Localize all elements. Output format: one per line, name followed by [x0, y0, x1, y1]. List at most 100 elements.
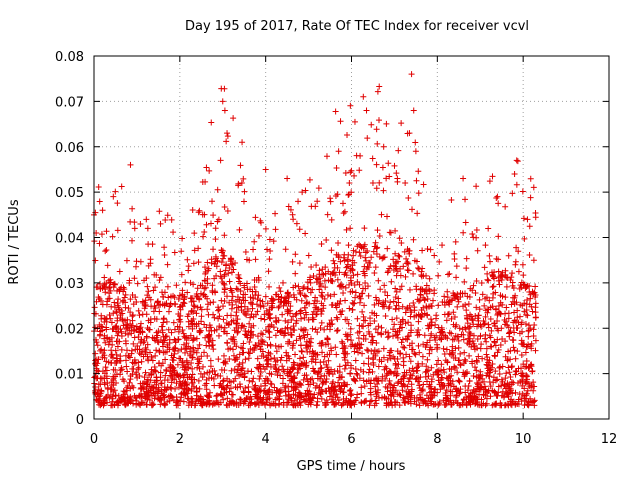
data-point	[473, 367, 480, 374]
data-point	[137, 258, 144, 265]
data-point	[351, 172, 358, 179]
data-point	[171, 300, 178, 307]
data-point	[369, 155, 376, 162]
data-point	[333, 390, 340, 397]
data-point	[266, 256, 273, 263]
data-point	[496, 364, 503, 371]
data-point	[438, 361, 445, 368]
data-point	[193, 335, 200, 342]
data-point	[514, 307, 521, 314]
data-point	[191, 230, 198, 237]
data-point	[365, 361, 372, 368]
data-point	[207, 363, 214, 370]
data-point	[470, 282, 477, 289]
data-point	[372, 239, 379, 246]
data-point	[334, 276, 341, 283]
data-point	[272, 368, 279, 375]
data-point	[359, 350, 366, 357]
data-point	[391, 162, 398, 169]
data-point	[509, 398, 516, 405]
data-point	[346, 305, 353, 312]
data-point	[444, 288, 451, 295]
data-point	[318, 342, 325, 349]
data-point	[481, 264, 488, 271]
data-point	[461, 349, 468, 356]
data-point	[243, 395, 250, 402]
data-point	[260, 353, 267, 360]
data-point	[405, 194, 412, 201]
data-point	[190, 260, 197, 267]
data-point	[372, 264, 379, 271]
data-point	[130, 312, 137, 319]
data-point	[156, 277, 163, 284]
data-point	[243, 331, 250, 338]
data-point	[519, 390, 526, 397]
data-point	[518, 319, 525, 326]
data-point	[244, 368, 251, 375]
data-point	[445, 271, 452, 278]
data-point	[378, 211, 385, 218]
data-point	[118, 346, 125, 353]
data-point	[178, 248, 185, 255]
data-point	[412, 351, 419, 358]
data-point	[531, 321, 538, 328]
data-point	[98, 346, 105, 353]
y-tick-label: 0.07	[55, 95, 84, 110]
data-point	[139, 348, 146, 355]
data-point	[263, 357, 270, 364]
data-point	[431, 252, 438, 259]
data-point	[322, 284, 329, 291]
data-point	[318, 292, 325, 299]
data-point	[182, 279, 189, 286]
data-point	[292, 270, 299, 277]
data-point	[439, 242, 446, 249]
data-point	[195, 259, 202, 266]
data-point	[427, 316, 434, 323]
data-point	[334, 264, 341, 271]
data-point	[238, 324, 245, 331]
data-point	[485, 225, 492, 232]
data-point	[375, 117, 382, 124]
data-point	[443, 386, 450, 393]
data-point	[360, 335, 367, 342]
data-point	[234, 316, 241, 323]
data-point	[364, 263, 371, 270]
data-point	[288, 383, 295, 390]
data-point	[196, 207, 203, 214]
data-point	[168, 329, 175, 336]
data-point	[327, 195, 334, 202]
data-point	[530, 326, 537, 333]
data-point	[313, 402, 320, 409]
data-point	[138, 358, 145, 365]
data-point	[127, 296, 134, 303]
data-point	[460, 175, 467, 182]
data-point	[285, 383, 292, 390]
data-point	[324, 292, 331, 299]
data-point	[237, 162, 244, 169]
data-point	[204, 295, 211, 302]
data-point	[297, 399, 304, 406]
data-point	[376, 233, 383, 240]
data-point	[377, 286, 384, 293]
data-point	[464, 320, 471, 327]
data-point	[160, 316, 167, 323]
data-point	[386, 303, 393, 310]
data-point	[318, 395, 325, 402]
data-point	[231, 366, 238, 373]
data-point	[180, 299, 187, 306]
data-point	[508, 274, 515, 281]
data-point	[380, 143, 387, 150]
data-point	[465, 382, 472, 389]
data-point	[257, 372, 264, 379]
data-point	[245, 384, 252, 391]
data-point	[396, 253, 403, 260]
data-point	[395, 379, 402, 386]
data-point	[471, 364, 478, 371]
data-point	[388, 278, 395, 285]
data-point	[451, 313, 458, 320]
data-point	[228, 269, 235, 276]
data-point	[350, 252, 357, 259]
data-point	[285, 353, 292, 360]
data-point	[443, 317, 450, 324]
data-point	[276, 284, 283, 291]
